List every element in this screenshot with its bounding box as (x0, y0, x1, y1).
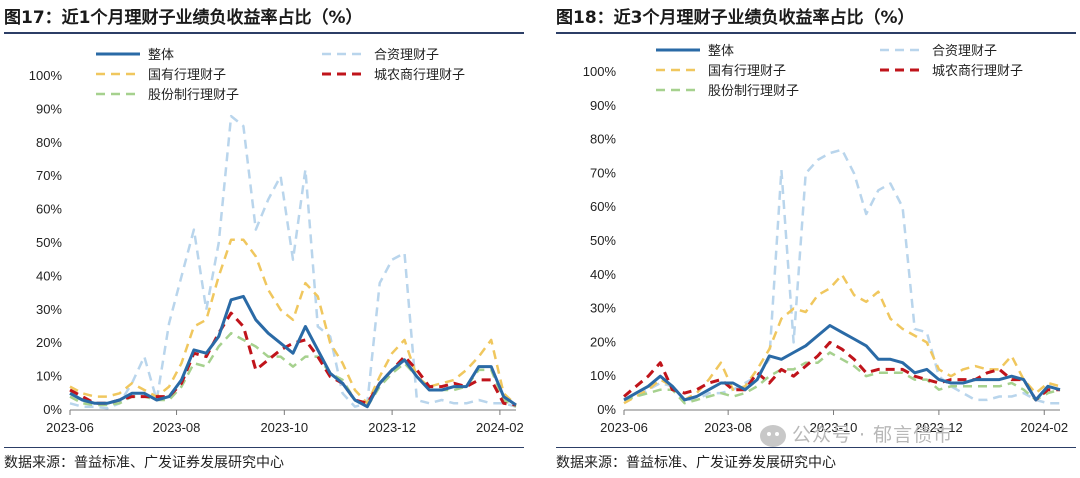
legend-label: 股份制行理财子 (148, 88, 239, 103)
chart-title: 图17：近1个月理财子业绩负收益率占比（%） (4, 8, 363, 28)
legend-label: 整体 (708, 44, 734, 59)
series-line (69, 331, 517, 408)
x-tick-label: 2023-08 (153, 420, 201, 435)
chart-panel-left: 图17：近1个月理财子业绩负收益率占比（%） 0% 10% 20% 30% 40% 50%… (4, 0, 532, 478)
y-tick-label: 70% (590, 165, 616, 180)
title-rule (556, 32, 1076, 34)
series-line (69, 238, 517, 406)
y-tick-label: 80% (36, 135, 62, 150)
y-tick-label: 100% (583, 64, 617, 79)
series-line (623, 351, 1061, 405)
y-tick-label: 50% (590, 233, 616, 248)
legend-label: 股份制行理财子 (708, 84, 799, 99)
y-tick-label: 0% (597, 402, 616, 417)
footer-rule (4, 447, 524, 448)
x-tick-label: 2024-02 (476, 420, 524, 435)
title-rule (4, 32, 524, 34)
legend-label: 合资理财子 (374, 48, 439, 63)
footer-rule (556, 447, 1076, 448)
series-line (69, 311, 517, 407)
y-tick-label: 100% (29, 68, 63, 83)
legend-label: 整体 (148, 48, 174, 63)
series-line (623, 273, 1061, 405)
y-tick-label: 90% (36, 101, 62, 116)
legend-label: 城农商行理财子 (374, 68, 465, 83)
y-tick-label: 30% (590, 301, 616, 316)
x-tick-label: 2023-06 (46, 420, 94, 435)
source-note: 数据来源：普益标准、广发证券发展研究中心 (4, 455, 284, 471)
x-tick-label: 2023-12 (915, 420, 963, 435)
x-tick-label: 2023-06 (600, 420, 648, 435)
x-tick-label: 2023-08 (704, 420, 752, 435)
series-line (623, 340, 1060, 402)
y-tick-label: 40% (590, 267, 616, 282)
y-tick-label: 70% (36, 168, 62, 183)
y-tick-label: 60% (36, 202, 62, 217)
y-tick-label: 20% (36, 335, 62, 350)
x-tick-label: 2023-10 (260, 420, 308, 435)
y-tick-label: 90% (590, 98, 616, 113)
y-tick-label: 80% (590, 132, 616, 147)
y-tick-label: 0% (43, 402, 62, 417)
y-tick-label: 50% (36, 235, 62, 250)
legend-label: 城农商行理财子 (932, 64, 1023, 79)
line-chart-3m: 0% 10% 20% 30% 40% 50% 60% 70% 80% 90% 100% 2023-06… (583, 44, 1068, 435)
chart-title: 图18：近3个月理财子业绩负收益率占比（%） (556, 8, 915, 28)
source-note: 数据来源：普益标准、广发证券发展研究中心 (556, 455, 836, 471)
line-chart-1m: 0% 10% 20% 30% 40% 50% 60% 70% 80% 90% 100% 2023-06… (29, 48, 524, 435)
y-tick-label: 60% (590, 199, 616, 214)
y-tick-label: 10% (36, 369, 62, 384)
wechat-logo-icon (760, 424, 786, 447)
x-tick-label: 2024-02 (1020, 420, 1068, 435)
series-line (69, 114, 517, 410)
x-tick-label: 2023-12 (368, 420, 416, 435)
watermark: 公众号 · 郁言债市 (760, 420, 953, 447)
legend-label: 国有行理财子 (148, 68, 226, 83)
y-tick-label: 20% (590, 334, 616, 349)
y-tick-label: 30% (36, 302, 62, 317)
series-line (623, 324, 1061, 402)
series-line (69, 294, 517, 409)
chart-panel-right: 图18：近3个月理财子业绩负收益率占比（%） 0% 10% 20% 30% 40% 50%… (556, 0, 1080, 478)
legend-label: 国有行理财子 (708, 64, 786, 79)
y-tick-label: 10% (590, 368, 616, 383)
watermark-text: 公众号 · 郁言债市 (792, 424, 954, 446)
legend-label: 合资理财子 (932, 44, 997, 59)
x-tick-label: 2023-10 (810, 420, 858, 435)
y-tick-label: 40% (36, 268, 62, 283)
